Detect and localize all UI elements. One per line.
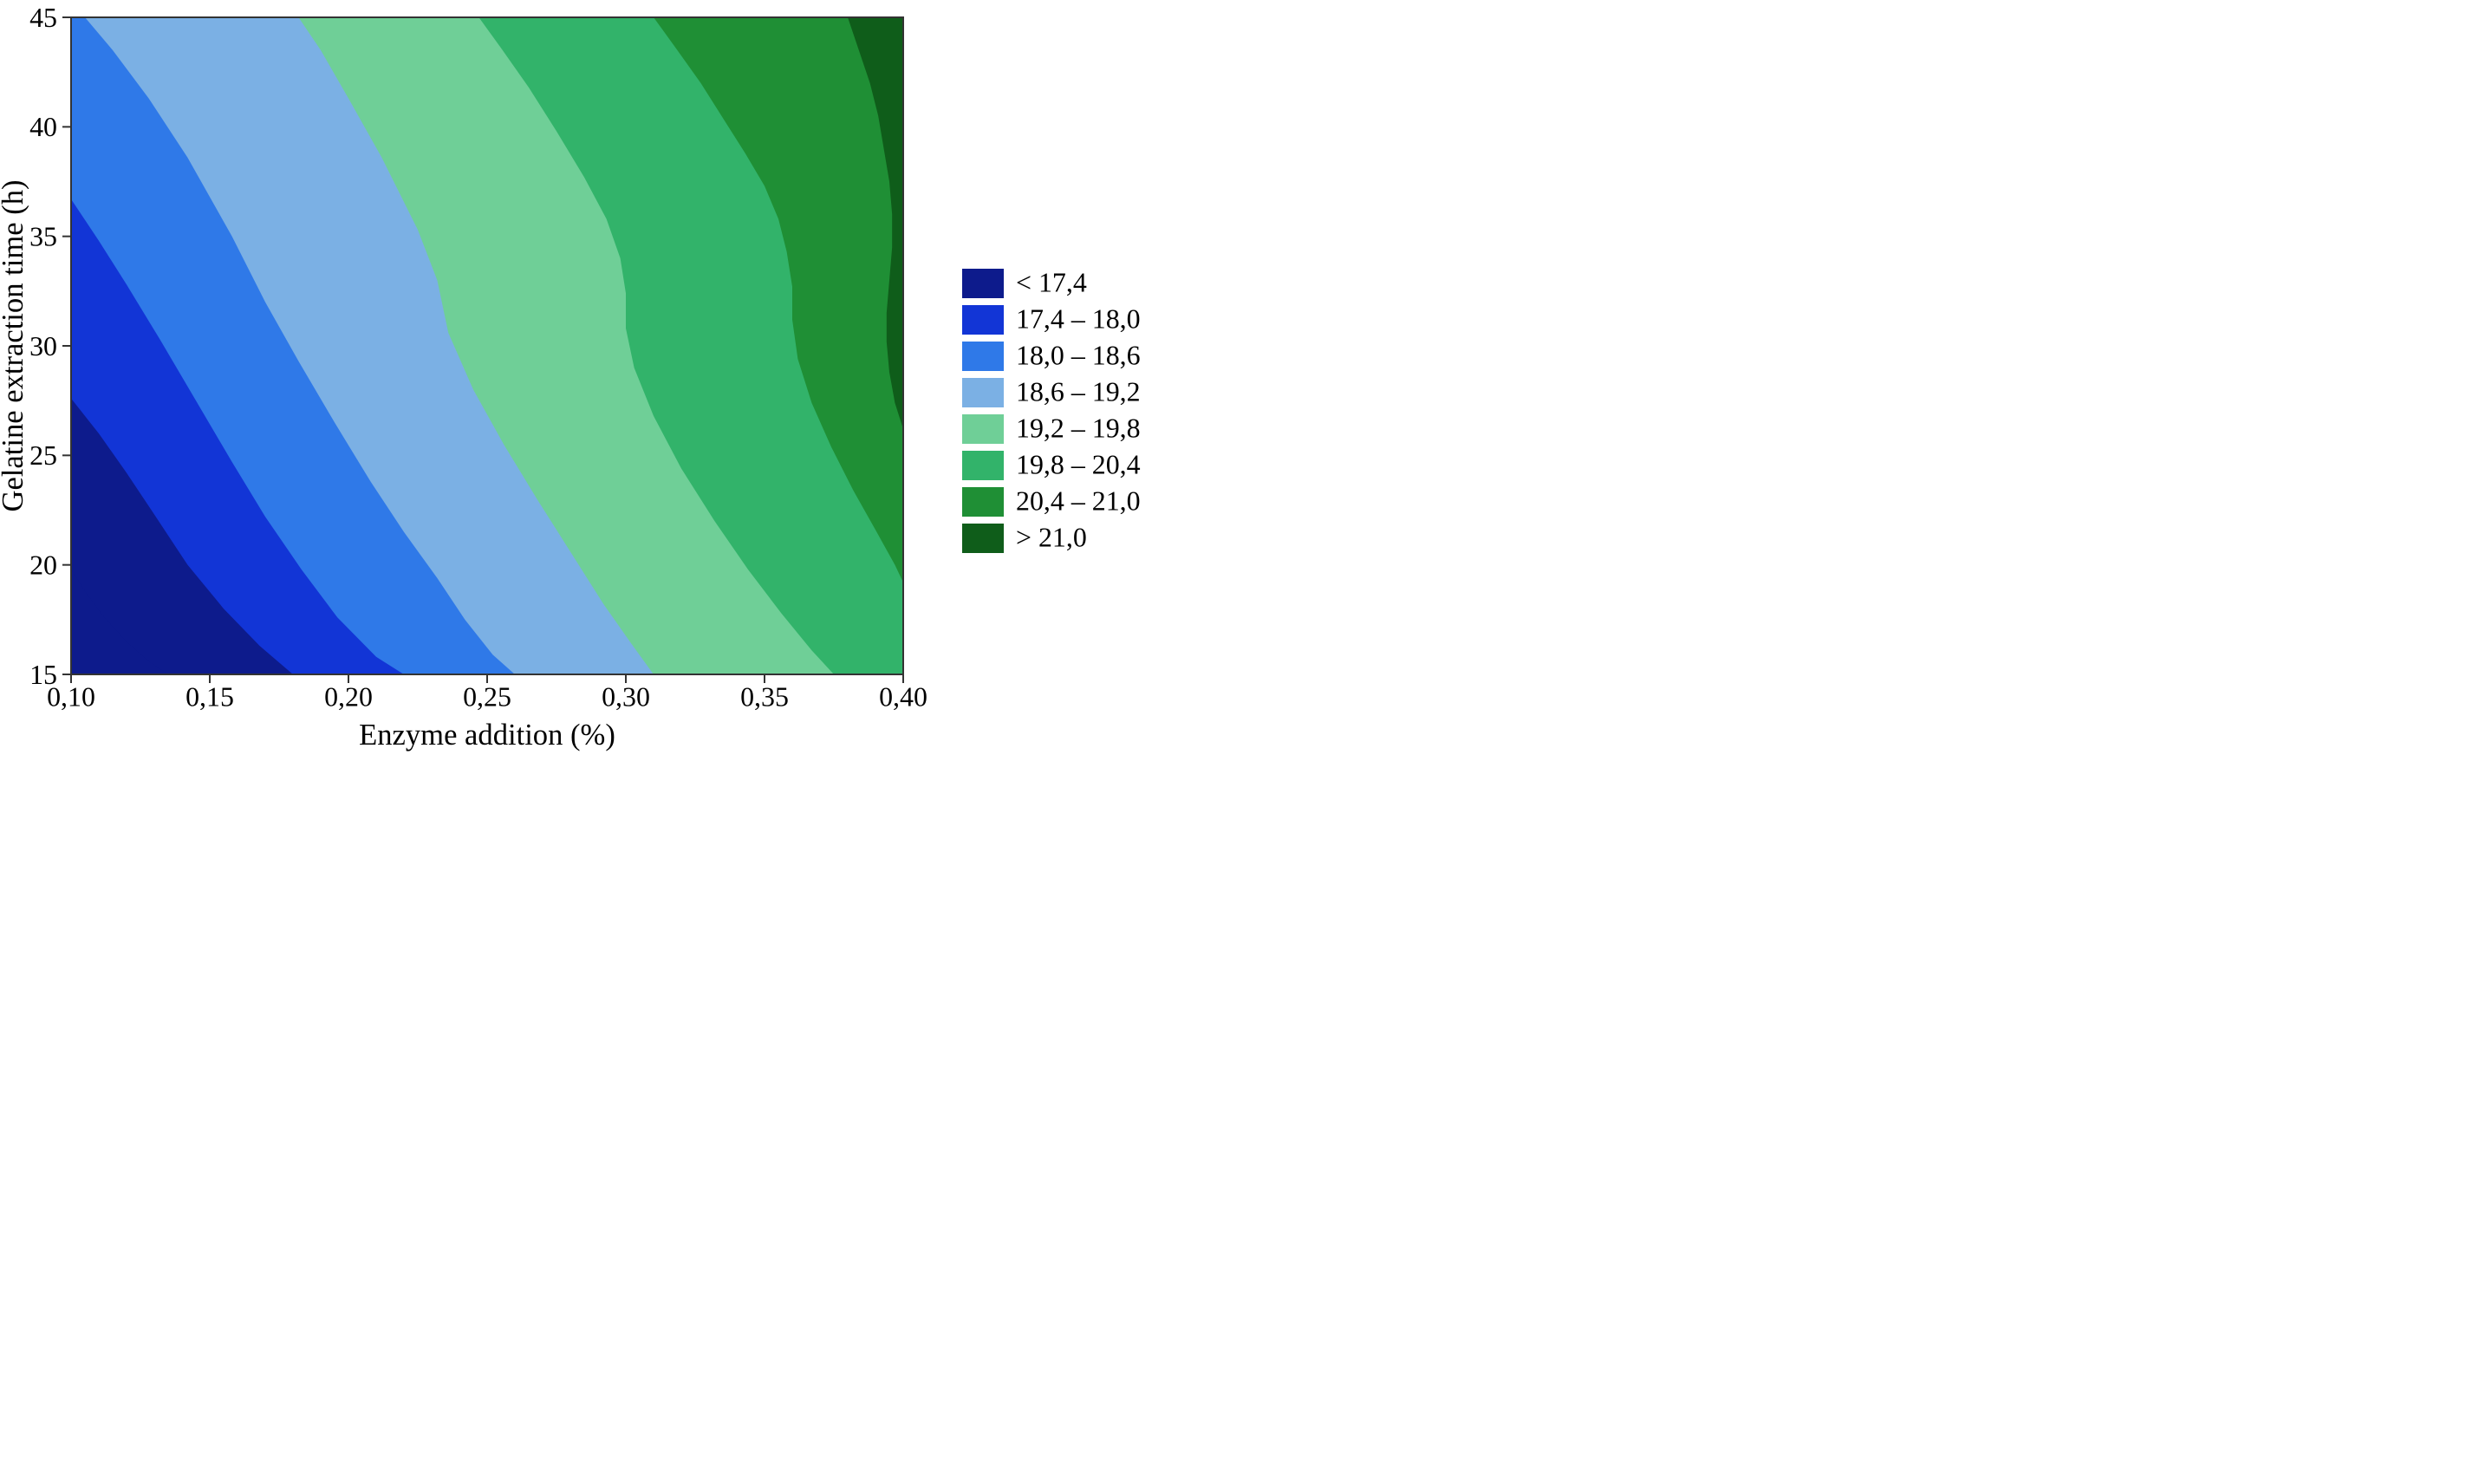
legend-label: 17,4 – 18,0 [1016,304,1141,335]
legend-swatch [962,487,1004,517]
legend-label: 19,8 – 20,4 [1016,450,1141,480]
legend-swatch [962,269,1004,298]
y-tick-label: 20 [29,550,57,580]
legend-label: 18,0 – 18,6 [1016,341,1141,371]
x-tick-label: 0,30 [602,681,650,712]
contour-plot: 0,100,150,200,250,300,350,40152025303540… [0,0,1257,754]
legend-label: 18,6 – 19,2 [1016,377,1141,407]
legend-swatch [962,305,1004,335]
chart-container: 0,100,150,200,250,300,350,40152025303540… [0,0,1257,754]
y-tick-label: 30 [29,331,57,361]
contour-fills [71,17,903,674]
legend-swatch [962,378,1004,407]
x-tick-label: 0,20 [324,681,373,712]
x-tick-label: 0,15 [185,681,234,712]
x-tick-label: 0,40 [879,681,927,712]
legend: < 17,4 17,4 – 18,0 18,0 – 18,6 18,6 – 19,2 1… [962,268,1141,553]
legend-swatch [962,414,1004,444]
y-tick-label: 25 [29,440,57,471]
legend-swatch [962,342,1004,371]
y-tick-label: 15 [29,660,57,690]
x-axis-label: Enzyme addition (%) [359,719,615,752]
x-tick-label: 0,35 [740,681,789,712]
legend-label: 20,4 – 21,0 [1016,486,1141,517]
legend-swatch [962,524,1004,553]
y-tick-label: 40 [29,112,57,142]
y-axis-label: Gelatine extraction time (h) [0,179,29,511]
legend-label: 19,2 – 19,8 [1016,413,1141,444]
legend-swatch [962,451,1004,480]
legend-label: < 17,4 [1016,268,1087,298]
x-tick-label: 0,25 [463,681,511,712]
legend-label: > 21,0 [1016,523,1087,553]
y-tick-label: 45 [29,3,57,33]
y-tick-label: 35 [29,221,57,251]
